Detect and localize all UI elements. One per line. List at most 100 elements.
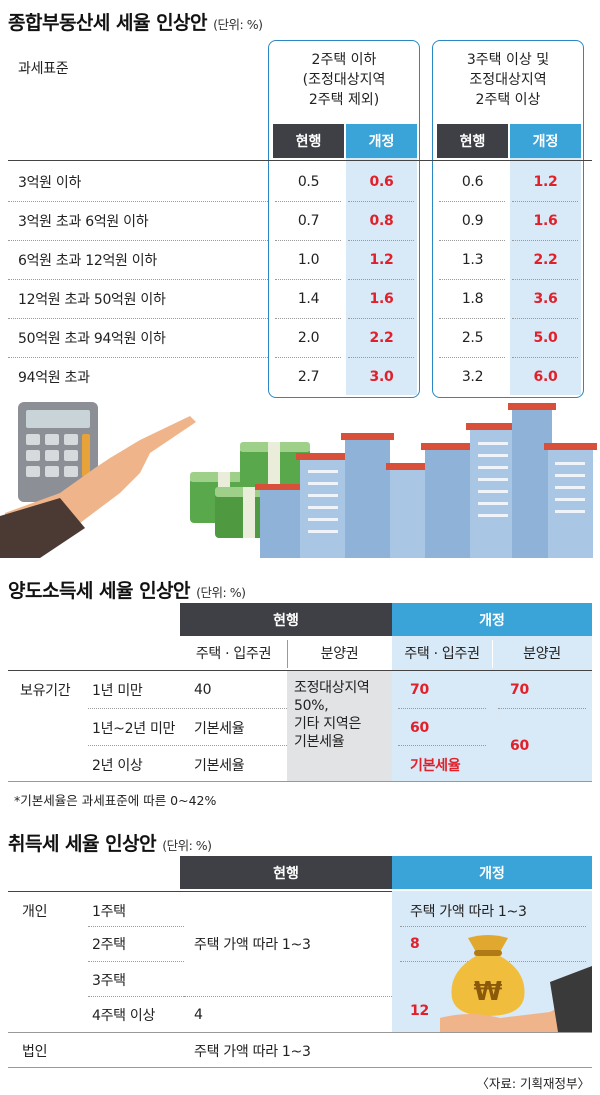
money-bag-icon: ₩ (451, 935, 525, 1016)
money-bag-illustration: ₩ (440, 935, 592, 1032)
s3-line-4 (184, 996, 392, 997)
calculator-icon (18, 402, 98, 502)
rate-value: 2.2 (369, 329, 394, 346)
s2-period-2: 1년~2년 미만 (92, 721, 176, 737)
s2-current-house-2: 기본세율 (194, 721, 245, 737)
s3-bottom-line (8, 1067, 592, 1068)
s3-revised-header: 개정 (392, 856, 592, 889)
row-divider (348, 201, 414, 202)
s3-line-7 (8, 1032, 592, 1033)
group1-revised-bg (346, 124, 417, 395)
section1-unit: (단위: %) (213, 17, 263, 32)
group2-label: 3주택 이상 및 조정대상지역 2주택 이상 (466, 52, 550, 108)
row-divider (275, 279, 341, 280)
row-divider (275, 318, 341, 319)
rate-value: 1.0 (297, 251, 320, 268)
s2-row-line-4 (398, 745, 486, 746)
s2-footnote: *기본세율은 과세표준에 따른 0~42% (14, 793, 217, 808)
rate-value: 1.4 (297, 290, 320, 307)
group1-revised-header: 개정 (346, 124, 417, 158)
group2-revised-bg (510, 124, 581, 395)
rate-value: 2.0 (297, 329, 320, 346)
row-divider (512, 240, 578, 241)
rate-value: 3.6 (533, 290, 558, 307)
s3-current-4plus: 4 (194, 1007, 203, 1023)
rate-value: 2.5 (461, 329, 484, 346)
s3-line-1 (88, 926, 184, 927)
row-divider (8, 318, 268, 319)
section3-unit: (단위: %) (162, 838, 212, 853)
s2-revised-house-1: 70 (410, 682, 429, 698)
row-divider (348, 357, 414, 358)
rate-value: 1.2 (533, 173, 558, 190)
rate-value: 1.8 (461, 290, 484, 307)
row-divider (8, 279, 268, 280)
group2-box (432, 40, 584, 398)
rate-value: 0.9 (461, 212, 484, 229)
s3-line-3 (88, 996, 184, 997)
row-divider (439, 279, 505, 280)
s2-sub-house-revised: 주택 · 입주권 (404, 646, 480, 662)
s2-revised-presale-2: 60 (510, 738, 529, 754)
row-divider (8, 357, 268, 358)
s2-revised-house-3: 기본세율 (410, 758, 461, 774)
row-divider (439, 240, 505, 241)
s2-row-line-5 (498, 708, 586, 709)
apartment-buildings-icon (255, 403, 597, 558)
section1-header-line (8, 160, 592, 161)
row-divider (275, 357, 341, 358)
rate-value: 1.6 (533, 212, 558, 229)
rate-value: 1.6 (369, 290, 394, 307)
group1-current-header: 현행 (273, 124, 344, 158)
tax-base-label: 6억원 초과 12억원 이하 (18, 252, 157, 269)
row-divider (512, 201, 578, 202)
row-divider (348, 279, 414, 280)
rate-value: 5.0 (533, 329, 558, 346)
section1-title: 종합부동산세 세율 인상안 (단위: %) (8, 12, 263, 34)
row-divider (439, 201, 505, 202)
rate-value: 0.8 (369, 212, 394, 229)
s2-bottom-line (8, 781, 592, 782)
s2-current-presale: 조정대상지역 50%, 기타 지역은 기본세율 (294, 680, 370, 750)
s3-row-3: 3주택 (92, 973, 126, 989)
s3-line-5 (400, 926, 586, 927)
pointing-hand-icon (0, 416, 196, 558)
s3-revised-1: 주택 가액 따라 1~3 (410, 904, 527, 920)
section3-title: 취득세 세율 인상안 (단위: %) (8, 833, 212, 855)
section2-title: 양도소득세 세율 인상안 (단위: %) (8, 580, 246, 602)
rate-value: 1.3 (461, 251, 484, 268)
s3-current-corp: 주택 가액 따라 1~3 (194, 1044, 311, 1060)
s2-divider-2 (492, 640, 493, 668)
group1-box (268, 40, 420, 398)
rate-value: 3.2 (461, 368, 484, 385)
holding-period-label: 보유기간 (20, 683, 71, 699)
s2-current-house-1: 40 (194, 682, 212, 698)
tax-base-header: 과세표준 (18, 61, 69, 77)
row-divider (512, 279, 578, 280)
s3-line-2 (88, 961, 184, 962)
row-divider (512, 357, 578, 358)
group1-label: 2주택 이하 (조정대상지역 2주택 제외) (302, 52, 386, 108)
rate-value: 0.6 (369, 173, 394, 190)
tax-base-label: 3억원 이하 (18, 174, 82, 191)
s2-sub-house-current: 주택 · 입주권 (195, 646, 272, 662)
group2-current-header: 현행 (437, 124, 508, 158)
s3-revised-3plus: 12 (410, 1003, 429, 1019)
row-divider (275, 240, 341, 241)
s3-individual-label: 개인 (22, 904, 48, 920)
s2-revised-house-2: 60 (410, 720, 429, 736)
section2-unit: (단위: %) (196, 585, 246, 600)
tax-base-label: 12억원 초과 50억원 이하 (18, 291, 166, 308)
s2-row-line-1 (88, 708, 287, 709)
s2-current-header: 현행 (180, 603, 392, 636)
s3-row-4: 4주택 이상 (92, 1008, 156, 1024)
s2-row-line-3 (398, 708, 486, 709)
rate-value: 3.0 (369, 368, 394, 385)
s3-corporate-label: 법인 (22, 1044, 48, 1060)
row-divider (439, 357, 505, 358)
s2-current-house-3: 기본세율 (194, 758, 245, 774)
s2-presale-current-bg (287, 670, 392, 781)
rate-value: 0.6 (461, 173, 484, 190)
row-divider (439, 318, 505, 319)
tax-base-label: 50억원 초과 94억원 이하 (18, 330, 166, 347)
